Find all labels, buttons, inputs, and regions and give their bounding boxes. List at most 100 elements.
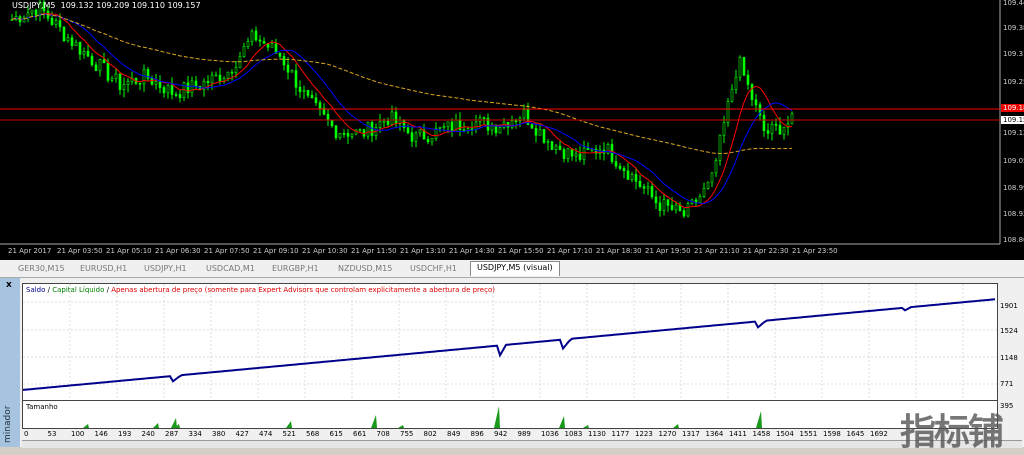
candle-body	[274, 43, 278, 54]
candle-body	[30, 9, 34, 14]
candle-body	[578, 153, 582, 160]
balance-y-tick: 1148	[1000, 354, 1018, 362]
candle-body	[158, 81, 162, 88]
balance-y-tick: 395	[1000, 402, 1014, 410]
candle-body	[86, 50, 90, 57]
candle-body	[746, 74, 750, 85]
candle-body	[438, 126, 442, 129]
candle-body	[646, 186, 650, 189]
candle-body	[778, 124, 782, 135]
trade-x-tick: 100	[71, 430, 85, 438]
price-tick: 109.05	[1003, 157, 1024, 165]
candle-body	[42, 1, 46, 12]
candle-body	[546, 141, 550, 143]
tab-ger30-m15[interactable]: GER30,M15	[18, 264, 65, 273]
candle-body	[574, 153, 578, 157]
tab-nzdusd-m15[interactable]: NZDUSD,M15	[338, 264, 393, 273]
candle-body	[774, 124, 778, 126]
candle-body	[558, 145, 562, 150]
current-price-tag: 109.15	[1001, 116, 1024, 124]
legend-capital: Capital Líquido	[52, 286, 105, 294]
size-bar	[583, 425, 589, 428]
trade-x-tick: 1411	[729, 430, 747, 438]
close-icon[interactable]: x	[6, 280, 12, 290]
candle-body	[382, 120, 386, 123]
size-bars	[83, 406, 762, 428]
trade-x-tick: 1270	[658, 430, 677, 438]
candle-body	[726, 101, 730, 124]
candle-body	[410, 132, 414, 142]
candle-body	[62, 26, 66, 42]
candle-body	[250, 30, 254, 42]
candle-body	[750, 84, 754, 101]
trade-x-tick: 334	[188, 430, 202, 438]
candle-body	[214, 74, 218, 77]
candle-body	[666, 199, 670, 206]
trade-x-tick: 193	[118, 430, 132, 438]
trade-x-tick: 474	[259, 430, 273, 438]
symbol-info: USDJPY,M5 109.132 109.209 109.110 109.15…	[12, 1, 201, 10]
size-bar	[171, 418, 177, 428]
candle-body	[686, 203, 690, 217]
time-tick: 21 Apr 18:30	[596, 247, 642, 255]
tab-eurgbp-h1[interactable]: EURGBP,H1	[272, 264, 319, 273]
trade-x-tick: 287	[165, 430, 179, 438]
size-bar	[371, 415, 377, 428]
trade-x-tick: 146	[94, 430, 108, 438]
time-tick: 21 Apr 13:10	[400, 247, 446, 255]
candle-body	[514, 120, 518, 123]
trade-x-tick: 1598	[823, 430, 841, 438]
candle-body	[442, 126, 446, 128]
candle-body	[450, 121, 454, 132]
candle-body	[254, 30, 258, 41]
trade-x-tick: 1223	[635, 430, 653, 438]
candle-body	[66, 37, 70, 42]
price-tick: 108.92	[1003, 210, 1024, 218]
candle-body	[126, 81, 130, 86]
candle-body	[58, 20, 62, 28]
candle-body	[626, 170, 630, 180]
candle-body	[170, 84, 174, 95]
price-chart[interactable]: USDJPY,M5 109.132 109.209 109.110 109.15…	[0, 0, 1024, 260]
size-bar	[286, 421, 292, 428]
price-tick: 109.31	[1003, 50, 1024, 58]
candle-body	[650, 186, 654, 198]
trade-x-tick: 1130	[588, 430, 606, 438]
tab-eurusd-h1[interactable]: EURUSD,H1	[80, 264, 128, 273]
tab-usdjpy-h1[interactable]: USDJPY,H1	[144, 264, 187, 273]
candle-body	[278, 52, 282, 57]
time-tick: 21 Apr 03:50	[57, 247, 103, 255]
balance-line	[23, 298, 996, 391]
candle-body	[90, 55, 94, 66]
candle-body	[106, 62, 110, 81]
candle-body	[270, 43, 274, 48]
trade-x-tick: 1083	[564, 430, 583, 438]
time-tick: 21 Apr 10:30	[302, 247, 348, 255]
tab-usdchf-h1[interactable]: USDCHF,H1	[410, 264, 457, 273]
candle-body	[194, 80, 198, 87]
balance-y-tick: 1901	[1000, 302, 1018, 310]
candle-body	[754, 99, 758, 106]
candle-body	[230, 71, 234, 74]
candle-body	[334, 125, 338, 138]
candle-body	[766, 130, 770, 134]
candle-body	[786, 123, 790, 128]
candle-body	[246, 41, 250, 47]
candle-body	[486, 117, 490, 131]
candle-body	[326, 113, 330, 121]
candlestick-plot	[0, 0, 1001, 245]
bottom-tabs[interactable]	[22, 440, 1022, 448]
candle-body	[706, 181, 710, 189]
candle-body	[290, 70, 294, 73]
candle-body	[594, 148, 598, 154]
trade-x-tick: 1036	[541, 430, 559, 438]
candle-body	[390, 111, 394, 125]
tab-usdcad-m1[interactable]: USDCAD,M1	[206, 264, 255, 273]
trade-x-tick: 661	[353, 430, 367, 438]
candle-body	[322, 107, 326, 115]
tab-usdjpy-m5-visual-[interactable]: USDJPY,M5 (visual)	[470, 261, 560, 276]
candle-body	[630, 174, 634, 180]
candle-body	[722, 122, 726, 136]
size-bar	[494, 406, 500, 428]
ma-mid-line	[11, 13, 793, 204]
